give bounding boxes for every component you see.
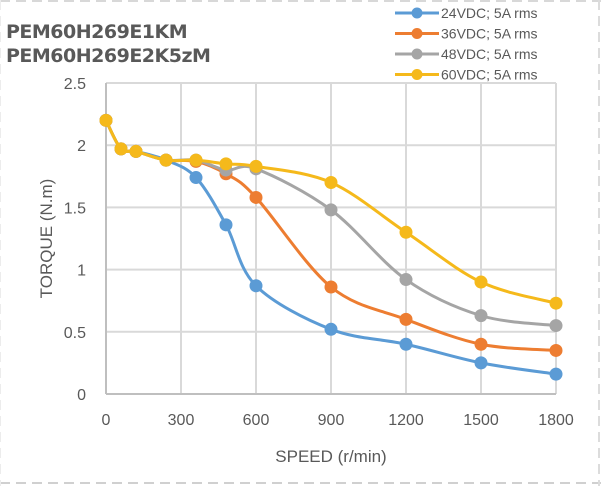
data-point	[549, 296, 563, 310]
x-tick-label: 1500	[463, 412, 499, 429]
legend-label: 36VDC; 5A rms	[441, 26, 537, 42]
y-tick-label: 2.5	[64, 76, 86, 93]
legend-label: 60VDC; 5A rms	[441, 67, 537, 83]
data-point	[219, 218, 233, 232]
data-point	[249, 190, 263, 204]
legend-item: 60VDC; 5A rms	[395, 67, 537, 83]
data-point	[474, 356, 488, 370]
x-tick-label: 1200	[388, 412, 424, 429]
data-point	[549, 343, 563, 357]
y-tick-label: 2	[77, 138, 86, 155]
x-axis-title: SPEED (r/min)	[275, 447, 386, 466]
data-point	[399, 225, 413, 239]
data-point	[399, 337, 413, 351]
data-point	[189, 171, 203, 185]
data-point	[324, 280, 338, 294]
right-dashed-border	[598, 0, 600, 486]
x-tick-label: 0	[102, 412, 111, 429]
data-point	[399, 312, 413, 326]
grid	[105, 82, 557, 394]
series-60vdc	[99, 113, 563, 310]
legend-marker	[411, 7, 423, 19]
bottom-dashed-border	[0, 482, 601, 484]
data-point	[324, 176, 338, 190]
legend-marker	[411, 28, 423, 39]
data-point	[129, 144, 143, 158]
legend-label: 48VDC; 5A rms	[441, 46, 537, 62]
data-point	[399, 273, 413, 287]
legend-item: 36VDC; 5A rms	[395, 26, 537, 42]
x-tick-label: 600	[243, 412, 270, 429]
legend: 24VDC; 5A rms 36VDC; 5A rms 48VDC; 5A rms 6…	[395, 5, 537, 83]
data-point	[99, 113, 113, 127]
y-tick-label: 0.5	[64, 325, 86, 342]
data-point	[549, 319, 563, 333]
legend-label: 24VDC; 5A rms	[441, 5, 537, 21]
model-title-1: PEM60H269E1KM	[6, 21, 188, 43]
series-group	[99, 113, 563, 381]
data-point	[474, 337, 488, 351]
y-tick-label: 1.5	[64, 200, 86, 217]
data-point	[114, 142, 128, 156]
data-point	[324, 203, 338, 217]
data-point	[159, 153, 173, 167]
x-tick-label: 1800	[538, 412, 574, 429]
legend-marker	[411, 69, 423, 80]
x-tick-label: 300	[168, 412, 195, 429]
model-title-2: PEM60H269E2K5zM	[6, 45, 211, 67]
data-point	[249, 159, 263, 173]
x-tick-label: 900	[318, 412, 345, 429]
legend-item: 48VDC; 5A rms	[395, 46, 537, 62]
top-dashed-border	[0, 0, 601, 2]
y-axis-title: TORQUE (N.m)	[37, 179, 56, 299]
axes: 0 0.5 1 1.5 2 2.5 0 300 600 900 1200 1500 1800	[64, 76, 574, 429]
data-point	[474, 309, 488, 323]
y-tick-label: 0	[77, 387, 86, 404]
data-point	[219, 157, 233, 171]
data-point	[474, 275, 488, 289]
y-tick-label: 1	[77, 263, 86, 280]
data-point	[189, 153, 203, 167]
legend-item: 24VDC; 5A rms	[395, 5, 537, 21]
data-point	[324, 322, 338, 336]
left-dashed-border	[0, 0, 1, 486]
data-point	[549, 367, 563, 381]
legend-marker	[411, 48, 423, 60]
data-point	[249, 279, 263, 293]
